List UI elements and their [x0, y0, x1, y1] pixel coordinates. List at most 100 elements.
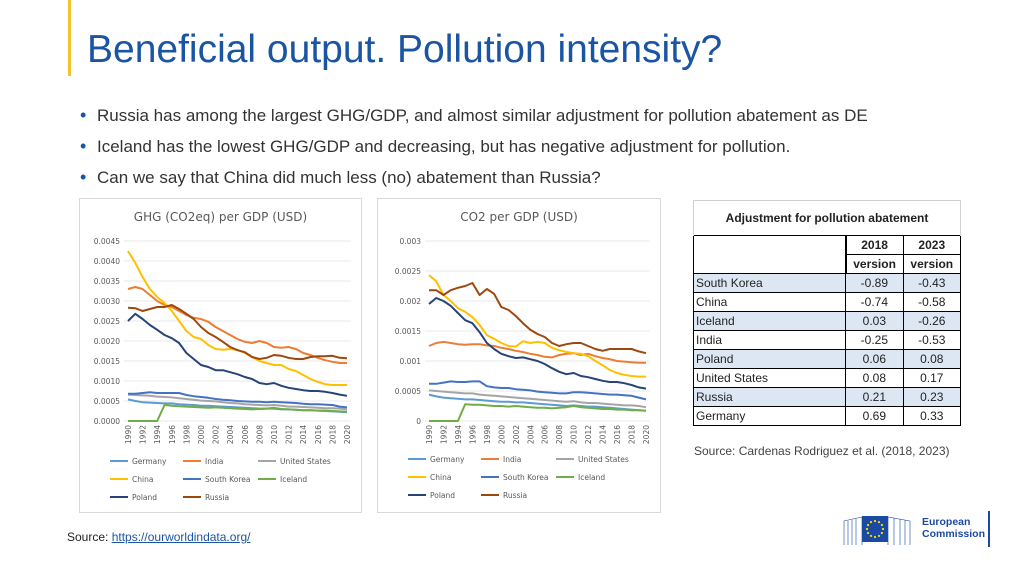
source-link[interactable]: https://ourworldindata.org/: [111, 530, 251, 544]
x-tick-label: 2006: [541, 425, 550, 444]
series-line-russia: [127, 304, 348, 360]
col-header-2018-sub: version: [845, 254, 904, 274]
country-cell: China: [692, 292, 847, 312]
bullet-item: Iceland has the lowest GHG/GDP and decre…: [80, 131, 868, 162]
col-header-2023: 2023: [902, 235, 962, 255]
x-tick-label: 1996: [168, 425, 177, 444]
series-line-south-korea: [429, 380, 647, 401]
eu-star: [866, 523, 870, 527]
legend-label: India: [205, 457, 223, 466]
series-line-south-korea: [128, 391, 348, 409]
eu-star: [869, 520, 873, 524]
table-row: Iceland 0.03 -0.26: [692, 311, 962, 331]
country-cell: India: [692, 330, 847, 350]
country-cell: Poland: [692, 349, 847, 369]
legend-label: South Korea: [205, 475, 250, 484]
x-tick-label: 2018: [628, 425, 637, 444]
value-2018-cell: -0.89: [845, 273, 904, 293]
series-line-poland: [428, 297, 647, 390]
legend-label: India: [503, 455, 521, 464]
x-tick-label: 2000: [497, 425, 506, 444]
y-tick-label: 0.0025: [395, 267, 421, 276]
series-line-india: [127, 286, 347, 364]
table-caption: Adjustment for pollution abatement: [693, 200, 961, 236]
value-2023-cell: 0.33: [902, 406, 962, 426]
col-header-2023-sub: version: [902, 254, 962, 274]
x-tick-label: 1994: [153, 425, 162, 444]
y-tick-label: 0.0010: [94, 377, 120, 386]
bullet-list: Russia has among the largest GHG/GDP, an…: [80, 100, 868, 193]
y-tick-label: 0.0015: [395, 327, 421, 336]
x-tick-label: 1998: [483, 425, 492, 444]
y-tick-label: 0.0020: [94, 337, 120, 346]
slide-title: Beneficial output. Pollution intensity?: [87, 28, 723, 71]
value-2023-cell: 0.17: [902, 368, 962, 388]
y-tick-label: 0.0045: [94, 237, 120, 246]
x-tick-label: 2010: [570, 425, 579, 444]
source-label: Source:: [67, 530, 112, 544]
x-tick-label: 2020: [343, 425, 352, 444]
y-tick-label: 0.0040: [94, 257, 120, 266]
series-line-china: [428, 274, 646, 378]
x-tick-label: 2016: [613, 425, 622, 444]
adjustment-table: Adjustment for pollution abatement 2018 …: [692, 200, 962, 426]
y-tick-label: 0.003: [400, 237, 422, 246]
x-tick-label: 2008: [555, 425, 564, 444]
table-corner: [692, 235, 847, 274]
eu-star: [873, 519, 877, 523]
x-tick-label: 2006: [241, 425, 250, 444]
legend-label: Germany: [132, 457, 167, 466]
y-tick-label: 0.001: [400, 357, 422, 366]
co2-per-gdp-chart: CO2 per GDP (USD) 0 0.0005 0.001 0.0015 0.002…: [377, 198, 661, 513]
legend-label: Poland: [132, 493, 157, 502]
table-row: Germany 0.69 0.33: [692, 406, 962, 426]
value-2018-cell: 0.21: [845, 387, 904, 407]
x-tick-label: 2020: [642, 425, 651, 444]
x-tick-label: 2018: [328, 425, 337, 444]
x-tick-label: 1996: [468, 425, 477, 444]
legend-label: United States: [280, 457, 331, 466]
chart-svg: GHG (CO2eq) per GDP (USD) 0.0000 0.0005 0.0…: [94, 210, 352, 502]
y-tick-label: 0.0000: [94, 417, 120, 426]
col-header-2018: 2018: [845, 235, 904, 255]
eu-star: [877, 520, 881, 524]
x-tick-label: 1990: [425, 425, 434, 444]
value-2023-cell: -0.26: [902, 311, 962, 331]
legend-label: Iceland: [280, 475, 307, 484]
table-row: Russia 0.21 0.23: [692, 387, 962, 407]
accent-bar: [68, 0, 71, 76]
value-2018-cell: -0.25: [845, 330, 904, 350]
logo-text: European Commission: [922, 516, 985, 540]
table-row: India -0.25 -0.53: [692, 330, 962, 350]
series-line-iceland: [128, 404, 348, 422]
x-tick-label: 1998: [182, 425, 191, 444]
x-tick-label: 2008: [255, 425, 264, 444]
value-2023-cell: 0.08: [902, 349, 962, 369]
logo-line-2: Commission: [922, 528, 986, 540]
legend-label: Poland: [430, 491, 455, 500]
legend-label: Russia: [503, 491, 527, 500]
y-tick-label: 0.0015: [94, 357, 120, 366]
value-2018-cell: 0.69: [845, 406, 904, 426]
logo-line-1: European: [922, 516, 971, 528]
value-2018-cell: 0.08: [845, 368, 904, 388]
x-tick-label: 1992: [139, 425, 148, 444]
x-tick-label: 2000: [197, 425, 206, 444]
x-tick-label: 2016: [314, 425, 323, 444]
x-tick-label: 2004: [226, 425, 235, 444]
building-icon: [843, 516, 911, 545]
country-cell: Germany: [692, 406, 847, 426]
legend-label: United States: [578, 455, 629, 464]
table-row: Poland 0.06 0.08: [692, 349, 962, 369]
eu-star: [866, 531, 870, 535]
x-tick-label: 1990: [124, 425, 133, 444]
table-row: China -0.74 -0.58: [692, 292, 962, 312]
legend-label: Iceland: [578, 473, 605, 482]
y-tick-label: 0.0030: [94, 297, 120, 306]
eu-star: [881, 527, 885, 531]
chart-title: GHG (CO2eq) per GDP (USD): [134, 210, 307, 224]
series-line-poland: [127, 312, 348, 397]
legend-label: South Korea: [503, 473, 548, 482]
x-tick-label: 2012: [285, 425, 294, 444]
value-2023-cell: 0.23: [902, 387, 962, 407]
